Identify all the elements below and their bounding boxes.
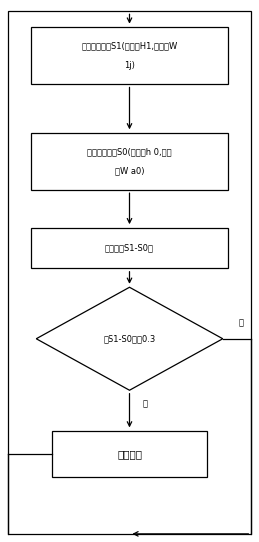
Text: ｜S1-S0｜＞0.3: ｜S1-S0｜＞0.3 bbox=[103, 334, 156, 343]
Text: 进行跟踪: 进行跟踪 bbox=[117, 449, 142, 459]
Text: 角W a0): 角W a0) bbox=[115, 166, 144, 176]
Polygon shape bbox=[36, 287, 223, 390]
Text: 计算太阳数据S1(高度角H1,方位角W: 计算太阳数据S1(高度角H1,方位角W bbox=[81, 41, 178, 50]
Text: 获取自身位置S0(高度角h 0,方位: 获取自身位置S0(高度角h 0,方位 bbox=[87, 147, 172, 156]
Bar bbox=[52, 431, 207, 477]
Text: 是: 是 bbox=[142, 399, 148, 408]
Bar bbox=[31, 133, 228, 190]
Bar bbox=[31, 228, 228, 268]
Bar bbox=[31, 27, 228, 84]
Text: 求差値｜S1-S0｜: 求差値｜S1-S0｜ bbox=[105, 243, 154, 253]
Text: 否: 否 bbox=[238, 318, 243, 327]
Text: 1j): 1j) bbox=[124, 61, 135, 70]
